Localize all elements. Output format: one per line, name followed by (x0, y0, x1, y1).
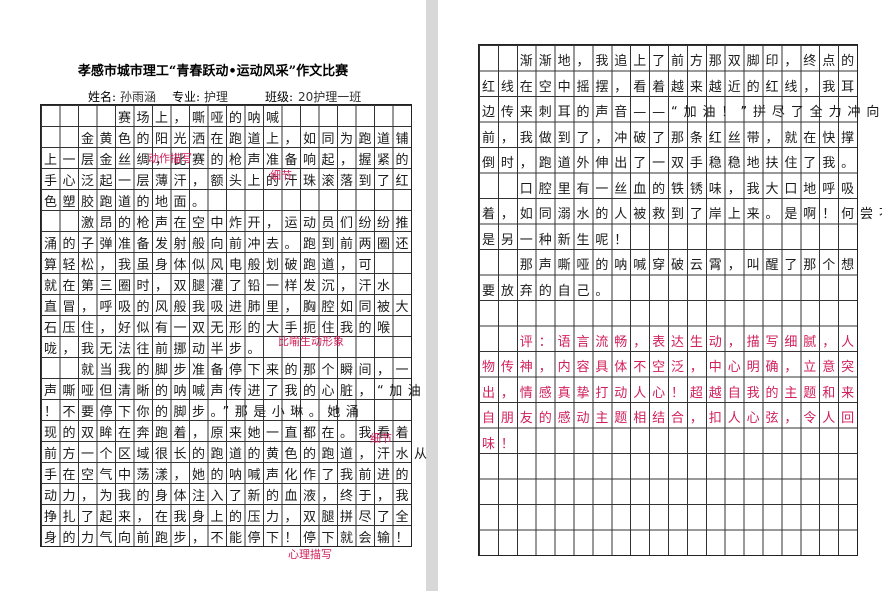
text-line: 物传神，内容具体不空泛，中心明确，立意突 (482, 360, 861, 375)
grid: 渐渐地，我追上了前方那双脚印，终点的 红线在空中摇摆，看着越来越近的红线，我耳边传… (478, 44, 882, 556)
text-line: 石压住，好似有一双无形的大手扼住我的喉 (44, 321, 396, 336)
text-line: 要放弃的自己。 (482, 283, 615, 299)
text-line: 上一层金丝绸，比赛的枪声准备响起，握紧的 (44, 153, 415, 168)
text-line: 评：语言流畅，表达生动，描写细腻，人 (482, 334, 861, 350)
class: 20护理一班 (298, 90, 362, 104)
name: 孙雨涵 (120, 90, 157, 104)
text-line: 直冒，呼吸的风般我吸进肺里，胸腔如同被大 (44, 300, 415, 315)
annotation: 细节 (270, 169, 292, 182)
text-line: 自朋友的感动主题相结合，扣人心弦，令人回 (482, 411, 861, 426)
right-page: 渐渐地，我追上了前方那双脚印，终点的 红线在空中摇摆，看着越来越近的红线，我耳边传… (438, 0, 882, 591)
text-line: 是另一种新生呢！ (482, 232, 634, 248)
text-line: 前，我做到了，冲破了那条红丝带，就在快撑 (482, 130, 861, 146)
annotation: 细节 (370, 432, 392, 445)
name-label: 姓名: (88, 90, 117, 104)
major-label: 专业: (172, 90, 201, 104)
text-line: 激昂的枪声在空中炸开，运动员们纷纷推 (44, 216, 415, 231)
text-line: 味！ (482, 436, 520, 452)
annotation: 心理描写 (288, 548, 332, 561)
grid: 赛场上，嘶哑的呐喊 金黄色的阳光洒在跑道上，如同为跑道铺 上一层金丝绸，比赛的枪声… (40, 104, 427, 547)
text-line: 那声嘶哑的呐喊穿破云霄，叫醒了那个想 (482, 258, 861, 273)
text-line: 挣扎了起来，在我身上的压力，双腿拼尽了全 (44, 510, 415, 525)
left-page: 孝感市城市理工“青春跃动•运动风采”作文比赛 姓名: 孙雨涵 专业: 护理 班级… (0, 0, 427, 591)
text-line: ！不要停下你的脚步。”那是小琳。她涌 (44, 405, 365, 420)
text-line: 口腔里有一丝血的铁锈味，我大口地呼吸 (482, 181, 861, 197)
text-line: 算轻松，我虽身体似风电般划破跑道，可 (44, 258, 378, 273)
text-line: 赛场上，嘶哑的呐喊 (44, 111, 285, 126)
text-line: 色塑胶跑道的地面。 (44, 195, 211, 210)
text-line: 前方一个区域很长的跑道的黄色的跑道，汗水从 (44, 447, 433, 462)
class-label: 班级: (265, 90, 294, 104)
text-line: 边传来刺耳的声音——“加油！”拼尽了全力冲向 (482, 105, 882, 120)
text-line: 现的双眸在奔跑着，原来她一直都在。我看着 (44, 426, 415, 441)
text-line: 咙，我无法往前挪动半步。 (44, 342, 267, 357)
text-line: 涌的子弹准备发射般向前冲去。跑到前两圈还 (44, 237, 415, 252)
text-line: 声嘶哑但清晰的呐喊声传进了我的心脏，“加油 (44, 384, 427, 399)
text-line: 倒时，跑道外伸出了一双手稳稳地扶住了我。 (482, 156, 861, 171)
text-line: 着，如同溺水的人被救到了岸上来。是啊！何尝不 (482, 207, 882, 222)
text-line: 就当我的脚步准备停下来的那个瞬间，一 (44, 363, 415, 378)
title: 孝感市城市理工“青春跃动•运动风采”作文比赛 (77, 64, 349, 79)
annotation: 比喻生动形象 (278, 335, 344, 348)
text-line: 身的力气向前跑步，不能停下！停下就会输！ (44, 531, 415, 546)
text-line: 手心泛起一层薄汗，额头上的汗珠滚落到了红 (44, 174, 415, 189)
text-line: 渐渐地，我追上了前方那双脚印，终点的 (482, 54, 861, 69)
major: 护理 (204, 90, 229, 104)
text-line: 红线在空中摇摆，看着越来越近的红线，我耳 (482, 79, 861, 95)
text-line: 金黄色的阳光洒在跑道上，如同为跑道铺 (44, 132, 415, 147)
text-line: 就在第三圈时，双腿灌了铅一样发沉，汗水 (44, 279, 396, 294)
text-line: 手在空气中荡漾，她的呐喊声化作了我前进的 (44, 468, 415, 483)
text-line: 动力，为我的身体注入了新的血液，终于，我 (44, 489, 415, 504)
annotation: 动作描写 (148, 152, 192, 165)
text-line: 出，情感真挚打动人心！超越自我的主题和来 (482, 385, 861, 401)
